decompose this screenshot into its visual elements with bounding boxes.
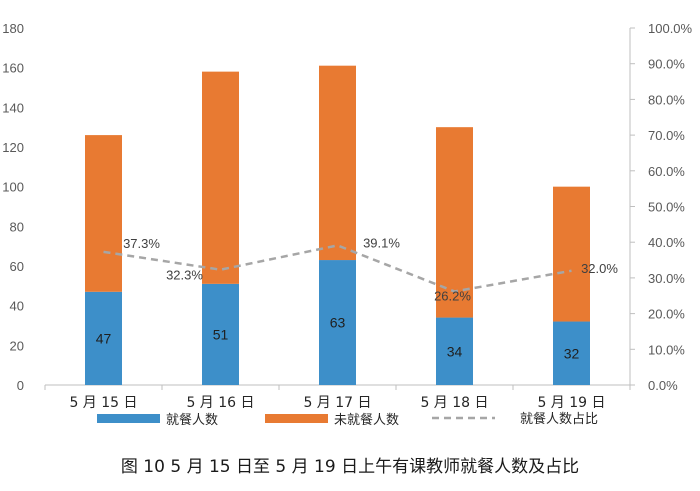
y-tick-label: 0 — [17, 378, 24, 393]
legend-label-not-dining: 未就餐人数 — [334, 412, 399, 428]
legend-label-percent: 就餐人数占比 — [520, 411, 598, 427]
bar-data-label: 32 — [564, 345, 580, 361]
x-tick-label: 5 月 15 日 — [69, 395, 137, 411]
x-tick-label: 5 月 19 日 — [537, 395, 605, 411]
bar-data-label: 63 — [330, 315, 346, 331]
line-data-label: 26.2% — [434, 288, 471, 303]
x-tick-label: 5 月 17 日 — [303, 395, 371, 411]
y2-tick-label: 80.0% — [648, 92, 685, 107]
bar-data-label: 47 — [96, 330, 112, 346]
bar-not-dining — [319, 65, 356, 261]
y2-tick-label: 50.0% — [648, 200, 685, 215]
bar-not-dining — [202, 71, 239, 284]
bar-dining — [436, 317, 473, 385]
y-tick-label: 160 — [2, 61, 24, 76]
y-tick-label: 80 — [10, 219, 24, 234]
bar-dining — [553, 321, 590, 385]
y-tick-label: 180 — [2, 21, 24, 36]
y-tick-label: 100 — [2, 180, 24, 195]
line-data-label: 32.0% — [581, 261, 618, 276]
bar-data-label: 51 — [213, 326, 229, 342]
bar-dining — [319, 260, 356, 385]
y2-tick-label: 20.0% — [648, 307, 685, 322]
percent-line: 37.3% 32.3% 39.1% 26.2% 32.0% — [103, 235, 618, 303]
y-tick-label: 120 — [2, 140, 24, 155]
legend-swatch-dining — [97, 414, 160, 423]
bar-dining — [85, 291, 122, 385]
bars: 47 51 63 34 32 — [85, 65, 590, 385]
line-data-label: 32.3% — [166, 268, 203, 283]
figure-caption: 图 10 5 月 15 日至 5 月 19 日上午有课教师就餐人数及占比 — [120, 457, 580, 477]
y2-tick-label: 60.0% — [648, 164, 685, 179]
y2-tick-label: 30.0% — [648, 271, 685, 286]
line-data-label: 37.3% — [123, 236, 160, 251]
bar-data-label: 34 — [447, 343, 463, 359]
legend-swatch-not-dining — [265, 414, 328, 423]
y2-tick-label: 10.0% — [648, 342, 685, 357]
y-tick-label: 60 — [10, 259, 24, 274]
y-tick-label: 140 — [2, 100, 24, 115]
bar-dining — [202, 283, 239, 385]
axes: 0 20 40 60 80 100 120 140 160 180 0.0% 10.0% 20.0% 30… — [2, 21, 692, 411]
x-tick-label: 5 月 16 日 — [186, 395, 254, 411]
bar-not-dining — [85, 135, 122, 292]
line-series-percent — [103, 244, 572, 293]
x-tick-label: 5 月 18 日 — [420, 395, 488, 411]
line-data-label: 39.1% — [363, 235, 400, 250]
y2-tick-label: 70.0% — [648, 128, 685, 143]
y-tick-label: 40 — [10, 299, 24, 314]
y2-tick-label: 90.0% — [648, 57, 685, 72]
y2-tick-label: 0.0% — [648, 378, 678, 393]
bar-not-dining — [553, 186, 590, 322]
legend-label-dining: 就餐人数 — [166, 412, 218, 428]
y2-tick-label: 40.0% — [648, 235, 685, 250]
legend: 就餐人数 未就餐人数 就餐人数占比 — [97, 411, 598, 428]
y-tick-label: 20 — [10, 338, 24, 353]
y2-tick-label: 100.0% — [648, 21, 693, 36]
